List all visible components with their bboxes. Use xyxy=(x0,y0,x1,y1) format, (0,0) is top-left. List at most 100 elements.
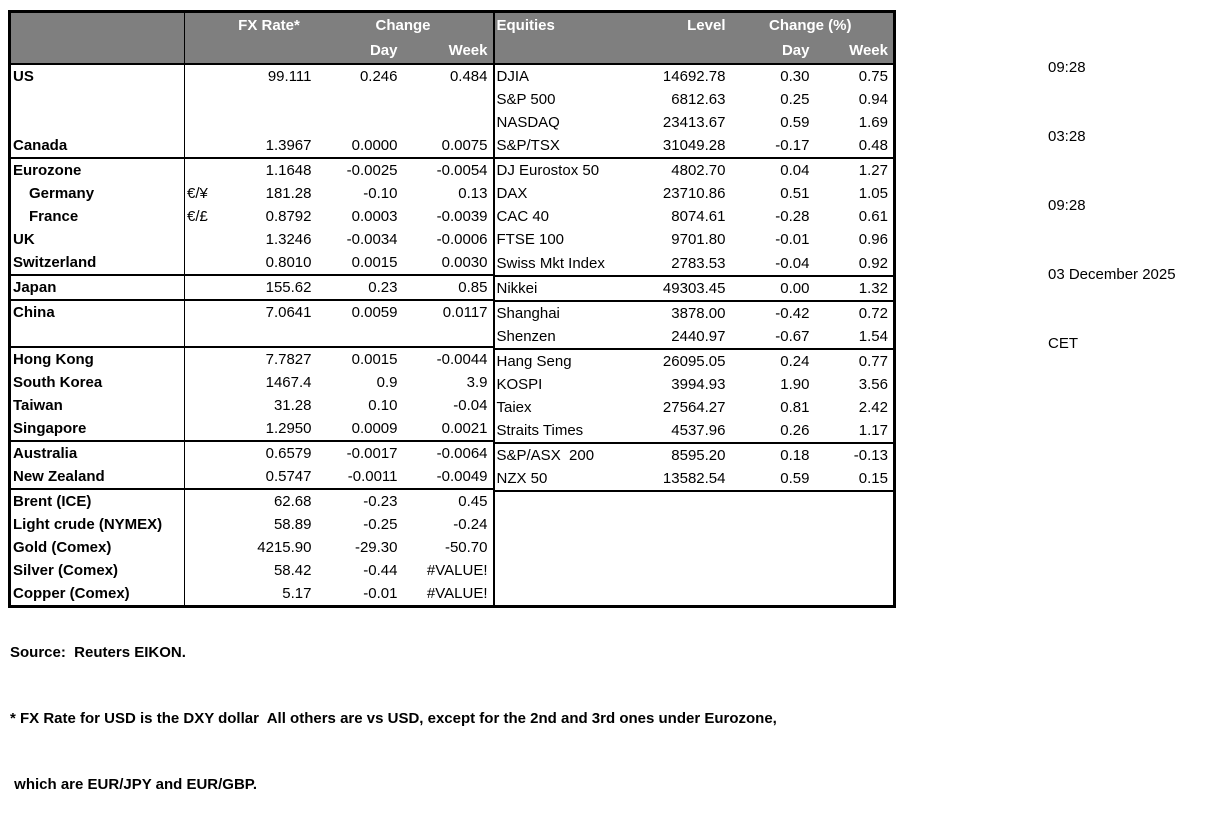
eq-row-smi: Swiss Mkt Index 2783.53 -0.04 0.92 xyxy=(495,252,895,276)
fx-row-south-korea: South Korea 1467.4 0.9 3.9 xyxy=(9,371,494,394)
eq-row-nasdaq: NASDAQ 23413.67 0.59 1.69 xyxy=(495,111,895,134)
eq-empty-tail-row xyxy=(494,490,895,607)
fx-week-change: 0.484 xyxy=(449,68,488,85)
fx-row-label: Singapore xyxy=(9,417,185,441)
currency-pair xyxy=(185,394,225,417)
eq-empty-area xyxy=(494,490,895,607)
eq-header-spacer-2 xyxy=(642,38,731,65)
fx-row-germany: Germany €/¥ 181.28 -0.10 0.13 xyxy=(9,182,494,205)
fx-week-change: -0.04 xyxy=(453,397,488,414)
currency-pair xyxy=(185,134,225,158)
eq-row-label: KOSPI xyxy=(496,375,543,393)
eq-level-value: 4802.70 xyxy=(642,157,731,183)
fx-row-label: New Zealand xyxy=(9,465,185,489)
fx-day-change: -0.44 xyxy=(363,562,398,579)
fx-week-change: -0.0006 xyxy=(436,231,488,248)
currency-pair xyxy=(185,251,225,275)
fx-week-change: #VALUE! xyxy=(426,562,488,579)
fx-row-hong-kong: Hong Kong 7.7827 0.0015 -0.0044 xyxy=(9,346,494,371)
eq-change-header: Change (%) xyxy=(730,11,895,38)
fx-rate-value: 4215.90 xyxy=(257,539,312,556)
eq-level-value: 23413.67 xyxy=(662,114,726,132)
eq-row-cac40: CAC 40 8074.61 -0.28 0.61 xyxy=(495,205,895,228)
fx-rate-value: 0.6579 xyxy=(224,440,317,465)
fx-day-change: -0.0011 xyxy=(347,468,398,485)
fx-week-change: -50.70 xyxy=(444,539,488,556)
fx-row-new-zealand: New Zealand 0.5747 -0.0011 -0.0049 xyxy=(9,465,494,489)
fx-day-change: 0.0003 xyxy=(351,208,398,225)
eq-row-taiex: Taiex 27564.27 0.81 2.42 xyxy=(495,396,895,419)
currency-pair xyxy=(184,440,225,465)
eq-row-label: Nikkei xyxy=(494,274,643,301)
fx-week-change: #VALUE! xyxy=(426,585,488,602)
fx-rate-value: 99.111 xyxy=(267,68,312,85)
eq-week-change: -0.13 xyxy=(814,441,895,468)
eq-row-label: S&P/TSX xyxy=(496,137,560,155)
fx-row-france: France €/£ 0.8792 0.0003 -0.0039 xyxy=(9,205,494,228)
eq-day-change: -0.42 xyxy=(730,299,815,325)
eq-day-change: 1.90 xyxy=(780,375,810,393)
eq-row-ftse100: FTSE 100 9701.80 -0.01 0.96 xyxy=(495,228,895,251)
fx-row-label xyxy=(9,111,185,134)
fx-row-label: France xyxy=(9,205,185,228)
fx-week-change: -0.24 xyxy=(453,516,488,533)
timestamp-3: 09:28 xyxy=(1048,197,1086,214)
eq-day-change: -0.04 xyxy=(775,254,810,272)
fx-rate-value xyxy=(225,88,317,111)
fx-week-header: Week xyxy=(402,38,494,65)
eq-day-change: 0.25 xyxy=(780,91,810,109)
eq-row-label: CAC 40 xyxy=(496,208,550,226)
fx-day-change: -0.0034 xyxy=(346,231,398,248)
fx-row-light-crude: Light crude (NYMEX) 58.89 -0.25 -0.24 xyxy=(9,513,494,536)
eq-week-change: 1.27 xyxy=(814,157,895,183)
eq-level-value: 31049.28 xyxy=(662,137,726,155)
eq-day-change: -0.67 xyxy=(775,327,810,345)
timezone-label: CET xyxy=(1048,335,1078,352)
fx-day-change: 0.9 xyxy=(376,374,398,391)
timestamp-2: 03:28 xyxy=(1048,128,1086,145)
currency-pair xyxy=(184,299,225,324)
fx-week-change: -0.0049 xyxy=(436,468,488,485)
eq-level-value: 2783.53 xyxy=(671,254,726,272)
fx-row-label: UK xyxy=(9,228,185,251)
fx-rate-value: 155.62 xyxy=(224,274,317,300)
fx-rate-header-2 xyxy=(224,38,317,65)
fx-row-label: Eurozone xyxy=(9,157,185,182)
fx-day-header: Day xyxy=(316,38,403,65)
currency-pair xyxy=(185,371,225,394)
eq-level-value: 23710.86 xyxy=(662,185,726,203)
fx-row-label: Copper (Comex) xyxy=(9,582,185,607)
eq-row-label: DJIA xyxy=(496,68,530,86)
eq-week-change: 0.96 xyxy=(858,231,888,249)
fx-rate-value: 58.42 xyxy=(273,562,312,579)
eq-week-change: 1.69 xyxy=(858,114,888,132)
eq-row-hang-seng: Hang Seng 26095.05 0.24 0.77 xyxy=(494,347,895,373)
currency-pair xyxy=(185,111,225,134)
fx-rate-value: 1.3246 xyxy=(265,231,312,248)
fx-row-label: Canada xyxy=(9,134,185,158)
fx-pair-header-2 xyxy=(184,38,225,65)
fx-rate-value: 58.89 xyxy=(273,516,312,533)
currency-pair xyxy=(184,346,225,371)
fx-row-label: Australia xyxy=(9,440,185,465)
eq-row-straits-times: Straits Times 4537.96 0.26 1.17 xyxy=(495,419,895,443)
fx-row-label: US xyxy=(9,64,185,88)
eq-row-dax: DAX 23710.86 0.51 1.05 xyxy=(495,182,895,205)
fx-day-change: -0.10 xyxy=(363,185,398,202)
eq-row-nikkei: Nikkei 49303.45 0.00 1.32 xyxy=(494,274,895,301)
fx-row-label: Japan xyxy=(9,274,185,300)
eq-header-row-1: Equities Level Change (%) xyxy=(494,11,895,38)
equities-header: Equities xyxy=(494,11,643,38)
footnote-line-2: which are EUR/JPY and EUR/GBP. xyxy=(10,776,258,793)
fx-row-australia: Australia 0.6579 -0.0017 -0.0064 xyxy=(9,440,494,465)
fx-rate-value: 1467.4 xyxy=(265,374,312,391)
fx-row-china: China 7.0641 0.0059 0.0117 xyxy=(9,299,494,324)
fx-rate-value: 0.5747 xyxy=(265,468,312,485)
market-data-sheet: FX Rate* Change Day Week US 99.111 0.246 0.… xyxy=(8,10,896,608)
fx-row-empty xyxy=(9,111,494,134)
fx-week-change: 0.13 xyxy=(458,185,488,202)
currency-pair xyxy=(185,417,225,441)
fx-week-change: -0.0054 xyxy=(402,157,494,182)
fx-rate-value: 1.1648 xyxy=(224,157,317,182)
fx-day-change xyxy=(317,88,403,111)
